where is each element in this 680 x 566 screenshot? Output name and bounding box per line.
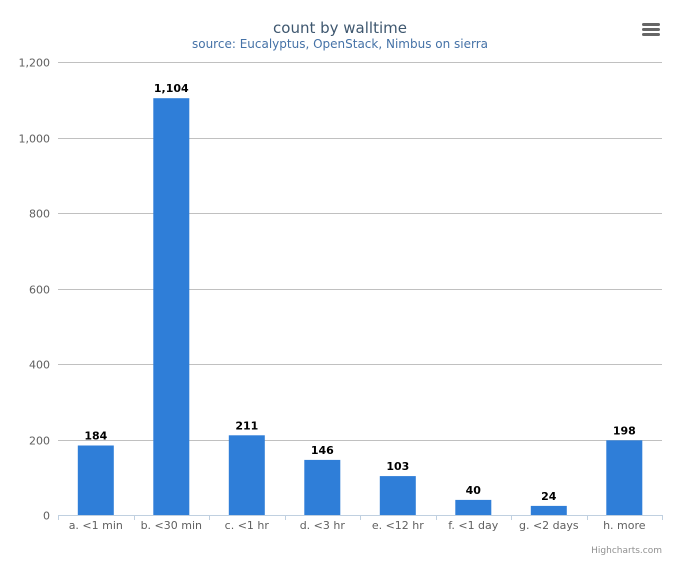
export-menu-button[interactable]: [636, 16, 666, 42]
bars: [77, 98, 643, 516]
x-axis: a. <1 min b. <30 min c. <1 hr d. <3 hr e. <1…: [58, 515, 663, 532]
y-tick-label: 600: [29, 284, 50, 297]
bar-data-label: 198: [613, 424, 636, 437]
bar[interactable]: [606, 440, 643, 515]
y-tick-label: 800: [29, 208, 50, 221]
bar[interactable]: [304, 459, 341, 515]
bar-data-label: 40: [466, 484, 482, 497]
bar-data-label: 146: [311, 444, 334, 457]
y-tick-label: 1,000: [19, 133, 51, 146]
bar[interactable]: [530, 505, 567, 515]
y-tick-label: 400: [29, 359, 50, 372]
bar-data-label: 24: [541, 490, 557, 503]
x-tick-label: a. <1 min: [69, 519, 123, 532]
bar[interactable]: [228, 435, 265, 515]
credits-link[interactable]: Highcharts.com: [591, 546, 662, 556]
bar[interactable]: [455, 499, 492, 515]
x-tick-label: e. <12 hr: [372, 519, 424, 532]
grid-lines: [58, 62, 662, 516]
chart-title: count by walltime: [273, 19, 407, 37]
bar-data-label: 103: [386, 460, 409, 473]
x-tick-label: g. <2 days: [519, 519, 579, 532]
bar-data-label: 184: [84, 430, 107, 443]
x-tick-label: d. <3 hr: [300, 519, 346, 532]
bar-data-label: 1,104: [154, 82, 189, 95]
x-tick-label: c. <1 hr: [225, 519, 270, 532]
y-tick-label: 1,200: [19, 57, 51, 70]
hamburger-menu-icon: [642, 23, 660, 36]
x-tick-label: f. <1 day: [448, 519, 499, 532]
bar[interactable]: [153, 98, 190, 515]
bar[interactable]: [379, 476, 416, 515]
y-tick-label: 200: [29, 435, 50, 448]
chart-subtitle: source: Eucalyptus, OpenStack, Nimbus on…: [192, 37, 488, 51]
y-tick-label: 0: [43, 510, 50, 523]
y-axis: 0 200 400 600 800 1,000 1,200: [19, 57, 51, 523]
bar[interactable]: [77, 445, 114, 516]
bar-data-label: 211: [235, 419, 258, 432]
data-labels: 184 1,104 211 146 103 40 24 198: [84, 82, 635, 503]
x-tick-label: h. more: [603, 519, 646, 532]
x-tick-label: b. <30 min: [141, 519, 202, 532]
